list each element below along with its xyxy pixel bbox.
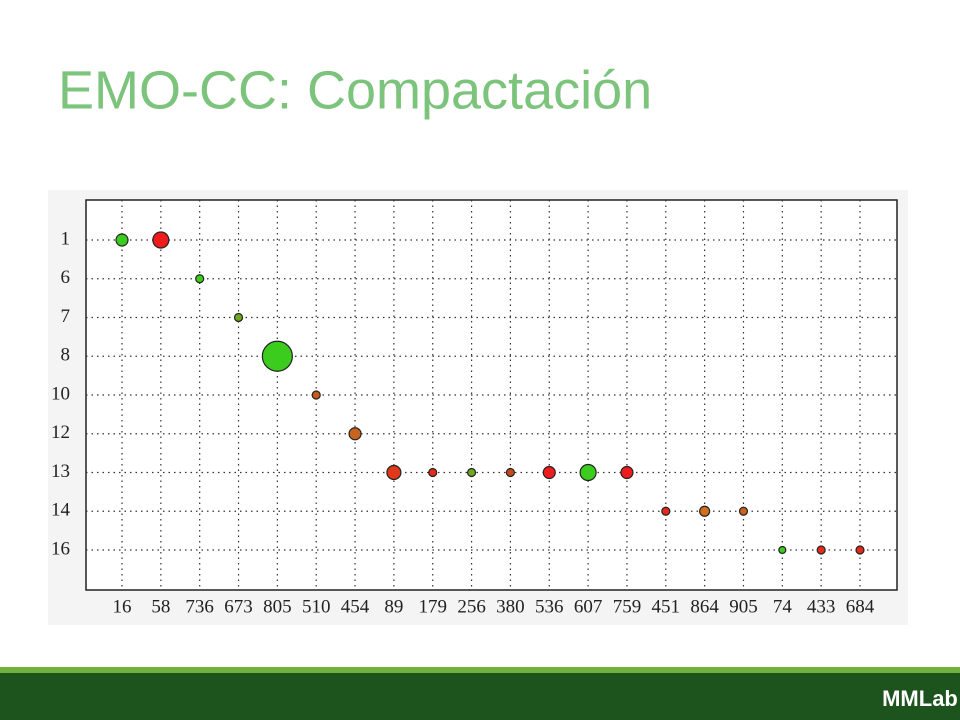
footer-band	[0, 673, 960, 720]
point	[311, 390, 321, 400]
y-tick-label: 16	[51, 538, 70, 559]
point	[855, 545, 865, 555]
point	[466, 467, 477, 478]
point	[115, 233, 129, 247]
point	[348, 427, 362, 441]
point	[428, 467, 438, 478]
x-tick-label: 380	[496, 596, 525, 617]
x-tick-label: 607	[574, 596, 603, 617]
point	[261, 340, 293, 372]
x-tick-label: 905	[729, 596, 758, 617]
x-tick-label: 864	[690, 596, 719, 617]
point	[542, 465, 556, 480]
footer-line	[0, 667, 960, 673]
y-tick-label: 13	[51, 461, 70, 482]
x-tick-label: 684	[846, 596, 875, 617]
y-tick-label: 7	[61, 306, 71, 327]
point	[738, 506, 749, 516]
y-tick-label: 6	[61, 267, 71, 288]
point	[620, 465, 634, 480]
x-tick-label: 16	[113, 596, 132, 617]
logo: MMLab	[882, 686, 958, 711]
point	[816, 545, 826, 555]
x-tick-label: 673	[224, 596, 253, 617]
y-tick-label: 10	[51, 383, 70, 404]
x-tick-label: 759	[613, 596, 642, 617]
plot-frame	[85, 199, 898, 591]
x-tick-label: 510	[302, 596, 331, 617]
point	[386, 464, 402, 481]
y-tick-label: 1	[61, 228, 71, 249]
x-tick-label: 89	[384, 596, 403, 617]
y-tick-label: 14	[51, 500, 71, 521]
x-tick-label: 179	[418, 596, 447, 617]
x-tick-label: 736	[185, 596, 214, 617]
slide-title: EMO-CC: Compactación	[58, 60, 652, 120]
point	[661, 506, 671, 516]
y-tick-label: 8	[61, 345, 71, 366]
x-tick-label: 58	[151, 596, 170, 617]
x-tick-label: 256	[457, 596, 486, 617]
x-tick-label: 451	[652, 596, 681, 617]
x-tick-label: 805	[263, 596, 292, 617]
point	[152, 231, 170, 249]
point	[778, 545, 787, 555]
point	[579, 463, 597, 482]
x-tick-label: 433	[807, 596, 836, 617]
y-tick-label: 12	[51, 422, 70, 443]
point	[699, 505, 711, 517]
point	[505, 467, 516, 478]
x-tick-label: 454	[341, 596, 370, 617]
x-tick-label: 536	[535, 596, 564, 617]
point	[195, 274, 205, 284]
point	[233, 312, 244, 323]
x-tick-label: 74	[773, 596, 793, 617]
